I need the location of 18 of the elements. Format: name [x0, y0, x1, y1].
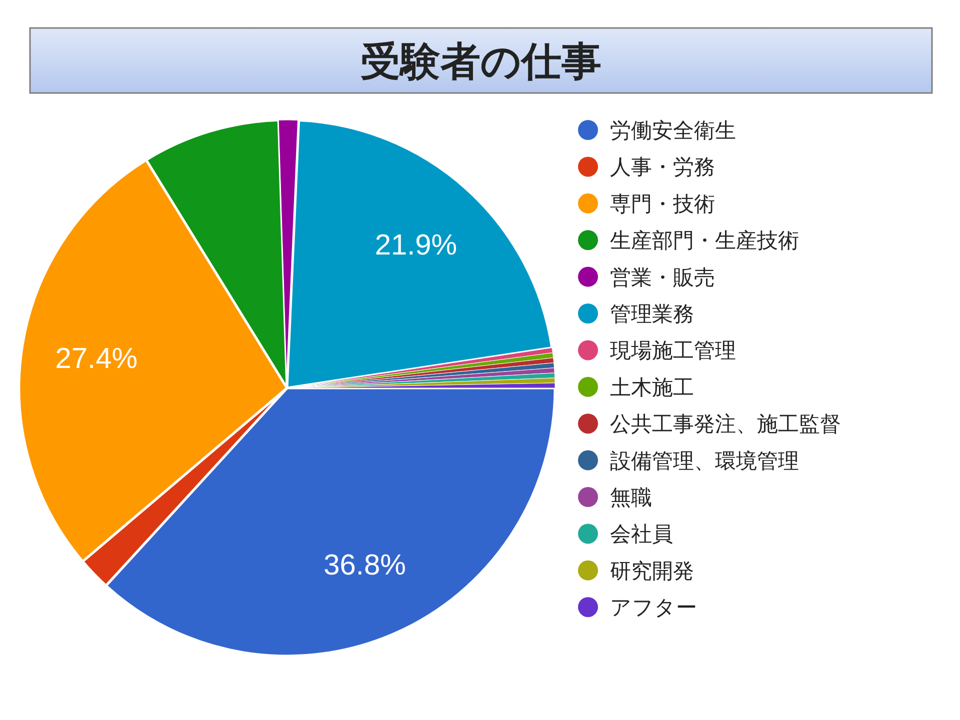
data-label: 36.8%	[324, 550, 406, 582]
legend-label: 労働安全衛生	[610, 120, 736, 142]
legend-label: 専門・技術	[610, 192, 715, 216]
legend-label: 人事・労務	[610, 156, 715, 180]
data-label: 21.9%	[374, 229, 458, 262]
legend-label: 生産部門・生産技術	[610, 230, 799, 253]
legend-label: 研究開発	[610, 560, 694, 583]
legend-label: 管理業務	[610, 303, 694, 326]
legend-label: 公共工事発注、施工監督	[610, 413, 841, 436]
chart-title: 受験者の仕事	[360, 40, 602, 84]
legend-label: 設備管理、環境管理	[610, 450, 799, 473]
legend-label: 営業・販売	[610, 266, 715, 290]
legend-label: 現場施工管理	[610, 340, 736, 363]
data-label: 27.4%	[55, 342, 138, 375]
legend-label: 無職	[610, 486, 652, 510]
legend-label: アフター	[610, 596, 697, 620]
legend-label: 会社員	[610, 523, 673, 546]
legend-label: 土木施工	[610, 376, 694, 400]
